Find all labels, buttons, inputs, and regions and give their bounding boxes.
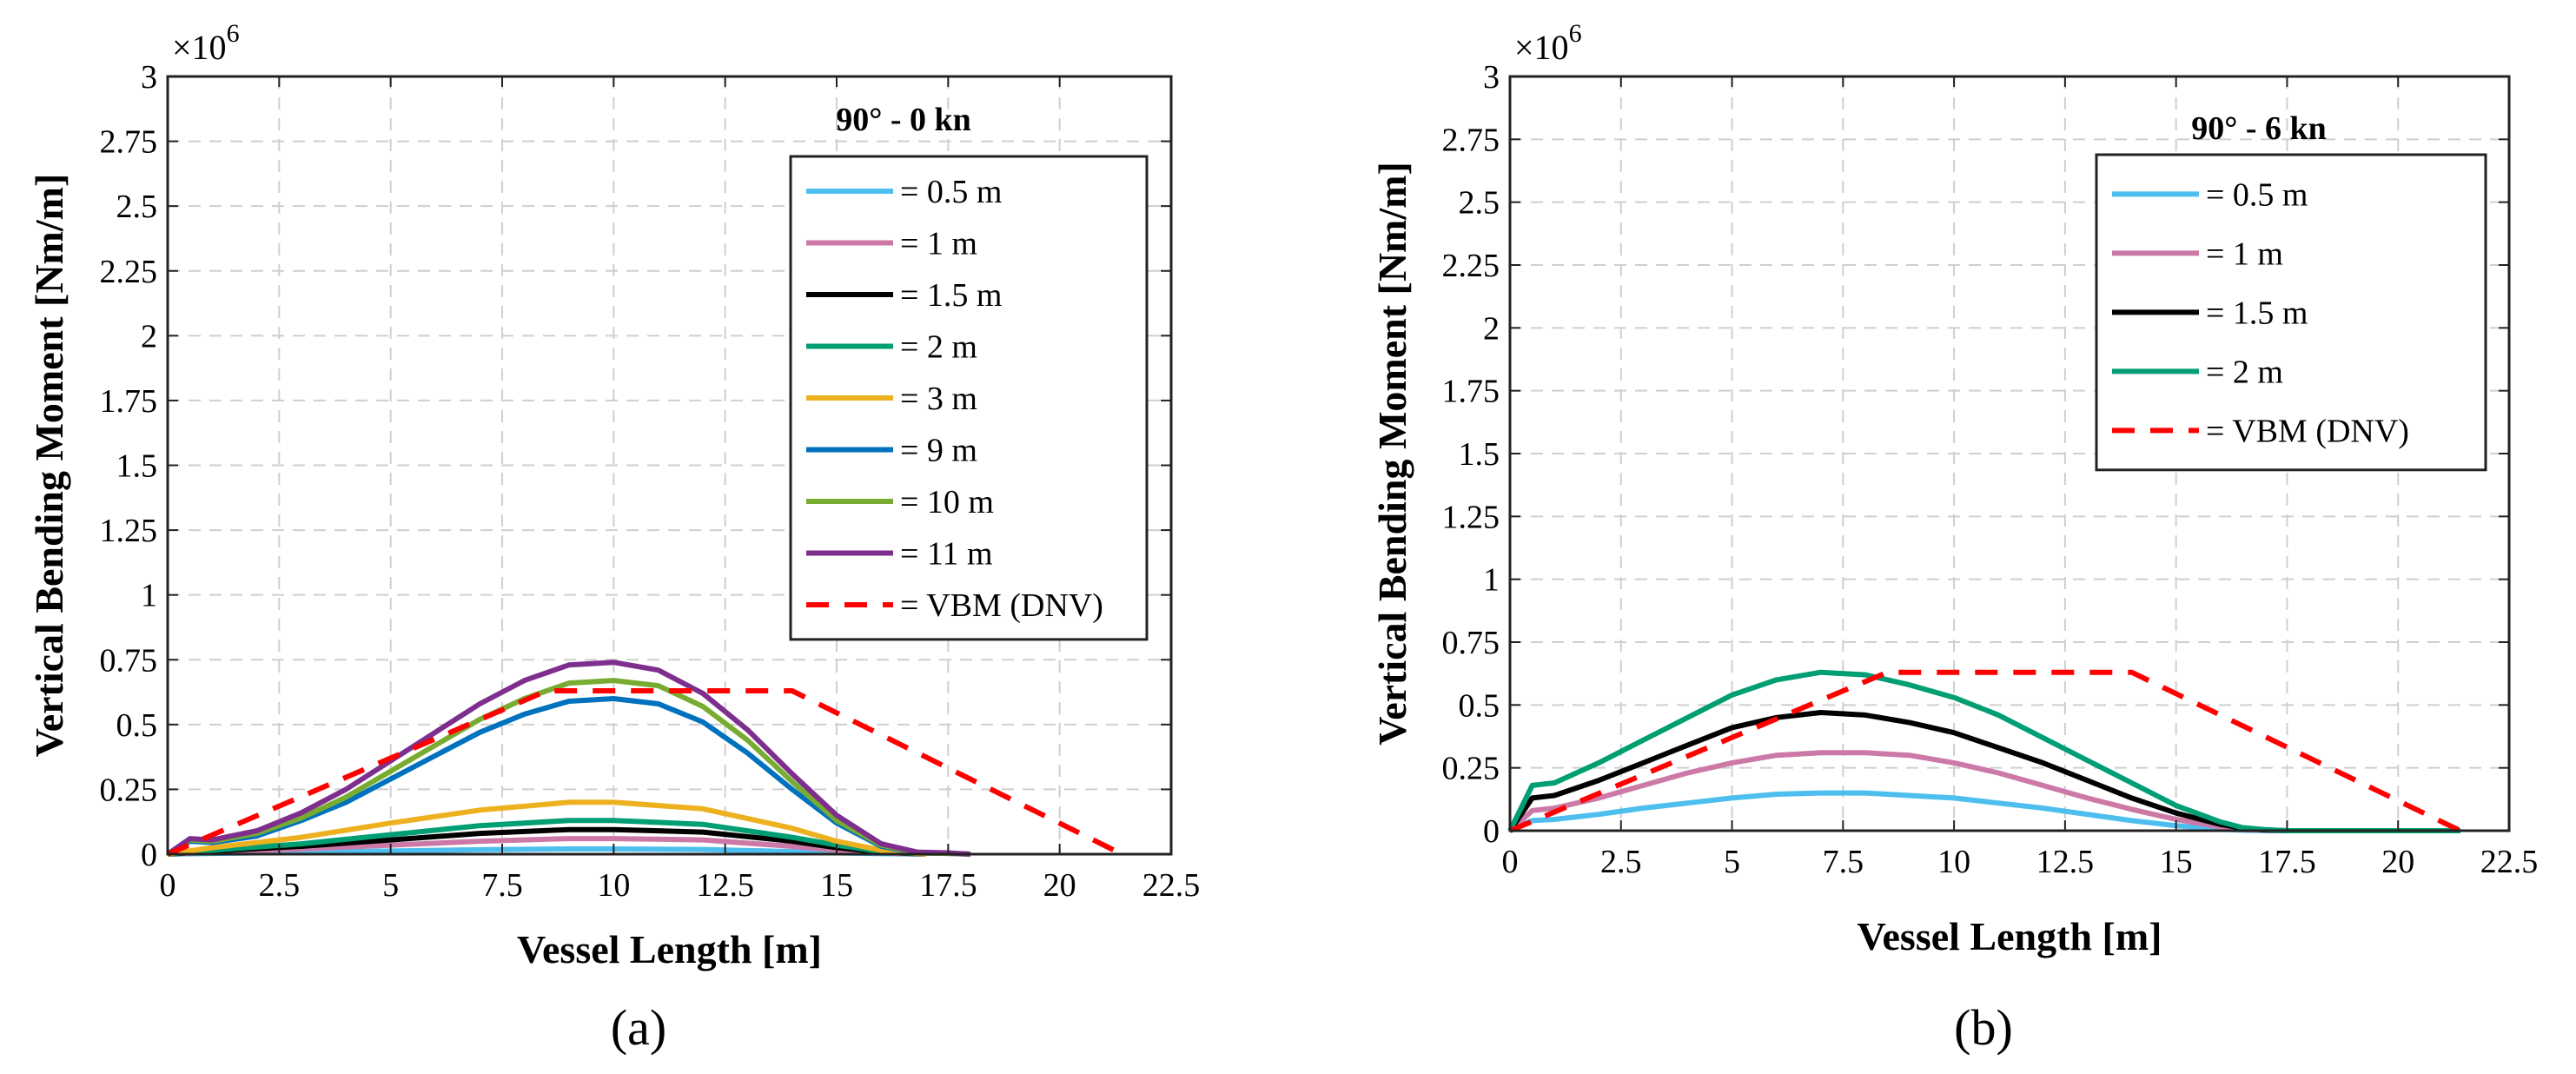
y-tick-label: 1.75 — [1442, 374, 1500, 410]
x-tick-label: 20 — [2381, 844, 2414, 880]
y-tick-label: 1.25 — [100, 513, 158, 549]
y-tick-label: 1.5 — [1459, 436, 1500, 473]
y-tick-label: 0.25 — [100, 772, 158, 808]
y-tick-label: 1.25 — [1442, 499, 1500, 535]
y-axis-label: Vertical Bending Moment [Nm/m] — [27, 174, 71, 758]
y-tick-label: 0.75 — [100, 642, 158, 679]
x-tick-label: 12.5 — [2036, 844, 2095, 880]
y-tick-label: 0.75 — [1442, 625, 1500, 661]
y-tick-label: 0.5 — [1459, 687, 1500, 724]
x-tick-label: 17.5 — [2258, 844, 2316, 880]
x-tick-label: 10 — [597, 867, 630, 904]
x-tick-label: 7.5 — [481, 867, 523, 904]
chart-title: 90° - 6 kn — [2191, 110, 2327, 147]
chart-panel-b: 0 2.5 5 7.5 10 12.5 15 17.5 20 22.500.250.50.7511… — [1370, 19, 2538, 958]
series-line-7 — [166, 660, 971, 857]
y-tick-label: 2.5 — [116, 189, 158, 225]
x-tick-label: 5 — [382, 867, 399, 904]
x-tick-label: 0 — [1502, 844, 1519, 880]
legend-label-0: = 0.5 m — [900, 174, 1003, 210]
caption-a: (a) — [611, 999, 666, 1056]
legend-label-1: = 1 m — [2206, 235, 2283, 272]
legend-label-7: = 11 m — [900, 535, 993, 572]
y-axis-label: Vertical Bending Moment [Nm/m] — [1370, 162, 1414, 746]
y-tick-label: 2.5 — [1459, 185, 1500, 222]
x-tick-label: 22.5 — [1142, 867, 1201, 904]
x-tick-label: 15 — [2160, 844, 2193, 880]
y-tick-label: 0 — [141, 837, 157, 873]
y-tick-label: 1.5 — [116, 448, 158, 485]
y-tick-label: 2 — [1483, 310, 1500, 347]
y-tick-label: 0.5 — [116, 707, 158, 744]
series-line-4 — [167, 799, 926, 857]
legend-label-1: = 1 m — [900, 225, 977, 262]
x-tick-label: 17.5 — [919, 867, 977, 904]
y-tick-label: 3 — [141, 59, 157, 96]
y-tick-label: 3 — [1483, 59, 1500, 96]
y-tick-label: 2.25 — [1442, 248, 1500, 284]
caption-b: (b) — [1954, 999, 2013, 1056]
legend-label-4: = VBM (DNV) — [2206, 413, 2409, 449]
chart-title: 90° - 0 kn — [836, 102, 971, 138]
x-tick-label: 10 — [1937, 844, 1970, 880]
y-tick-label: 1.75 — [100, 383, 158, 420]
legend-label-2: = 1.5 m — [900, 277, 1003, 314]
y-tick-label: 0 — [1483, 813, 1500, 850]
series-line-3 — [167, 818, 926, 857]
x-tick-label: 20 — [1043, 867, 1076, 904]
legend: = 0.5 m = 1 m = 1.5 m = 2 m = 3 m = 9 m = 10 m… — [789, 155, 1149, 641]
y-multiplier-exponent: 6 — [227, 19, 240, 48]
x-tick-label: 0 — [160, 867, 176, 904]
legend-label-0: = 0.5 m — [2206, 176, 2308, 213]
x-tick-label: 15 — [820, 867, 853, 904]
x-tick-label: 5 — [1724, 844, 1740, 880]
series-line-8 — [166, 688, 1123, 857]
x-tick-label: 12.5 — [696, 867, 754, 904]
chart-panel-a: 0 2.5 5 7.5 10 12.5 15 17.5 20 22.500.250.50.7511… — [27, 19, 1200, 971]
y-tick-label: 2.25 — [100, 254, 158, 290]
legend-label-8: = VBM (DNV) — [900, 587, 1103, 624]
legend-label-4: = 3 m — [900, 381, 977, 417]
y-tick-label: 0.25 — [1442, 751, 1500, 787]
x-tick-label: 2.5 — [1600, 844, 1642, 880]
y-tick-label: 2.75 — [100, 124, 158, 161]
y-tick-label: 1 — [141, 578, 157, 614]
x-tick-label: 7.5 — [1823, 844, 1864, 880]
y-tick-label: 2.75 — [1442, 122, 1500, 158]
legend-label-2: = 1.5 m — [2206, 295, 2308, 331]
legend: = 0.5 m = 1 m = 1.5 m = 2 m = VBM (DNV) — [2095, 153, 2487, 472]
y-tick-label: 1 — [1483, 562, 1500, 599]
series-line-4 — [1508, 669, 2462, 833]
y-tick-label: 2 — [141, 318, 157, 355]
legend-label-6: = 10 m — [900, 484, 994, 520]
x-axis-label: Vessel Length [m] — [1858, 914, 2162, 958]
legend-label-5: = 9 m — [900, 432, 977, 468]
x-axis-label: Vessel Length [m] — [517, 927, 822, 971]
y-multiplier-exponent: 6 — [1569, 19, 1582, 48]
legend-label-3: = 2 m — [900, 328, 977, 365]
legend-label-3: = 2 m — [2206, 354, 2283, 390]
x-tick-label: 22.5 — [2480, 844, 2539, 880]
x-tick-label: 2.5 — [259, 867, 301, 904]
